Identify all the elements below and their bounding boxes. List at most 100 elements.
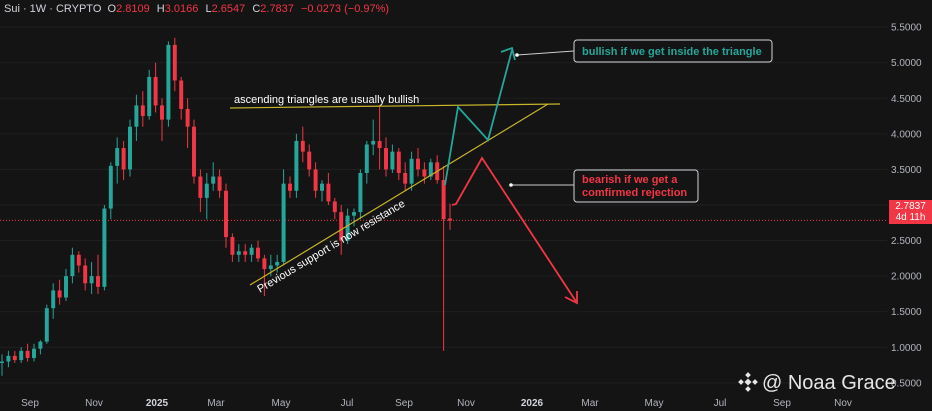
x-tick-label: Mar [207, 398, 225, 409]
bearish-arrowhead [564, 291, 578, 305]
open-value: 2.8109 [116, 3, 150, 15]
candle [396, 148, 401, 181]
diamond-logo-icon [738, 372, 758, 392]
candle [38, 340, 43, 355]
open-label: O [107, 3, 117, 15]
candle [153, 62, 158, 113]
candle [256, 240, 260, 262]
x-tick-label: May [645, 398, 664, 409]
candle [204, 172, 209, 220]
candle [262, 254, 267, 297]
support-trendline [249, 103, 549, 286]
candle [358, 169, 363, 220]
candle [76, 251, 81, 273]
low-label: L [205, 3, 212, 15]
current-price-text: 2.7837 [895, 201, 926, 212]
candle-body [134, 105, 139, 127]
bull-connector-dot [515, 53, 519, 57]
x-tick-label: Sep [395, 398, 413, 409]
bear-label-line1: bearish if we get a [582, 174, 678, 186]
candle-body [44, 308, 49, 342]
candle [198, 169, 203, 213]
candle-body [262, 258, 267, 270]
candle [364, 140, 369, 184]
candle [64, 269, 68, 302]
candle [288, 176, 292, 198]
candle [217, 169, 222, 198]
y-tick-label: 5.0000 [891, 58, 922, 69]
candle [275, 254, 280, 273]
candle-body [19, 350, 24, 361]
candle [57, 279, 62, 305]
bull-connector [516, 50, 575, 56]
bear-label-line2: comfirmed rejection [582, 187, 687, 199]
candle [416, 148, 420, 177]
bullish-arrowhead [500, 46, 516, 61]
candle-body [339, 212, 344, 241]
x-tick-label: Mar [581, 398, 599, 409]
candle-body [76, 254, 81, 266]
candle [44, 304, 49, 344]
x-tick-label: 2025 [146, 398, 169, 409]
candle [115, 137, 120, 184]
x-tick-label: 2026 [521, 398, 544, 409]
candle-body [172, 44, 177, 81]
candle-body [275, 261, 280, 266]
candle [441, 165, 446, 351]
candle-body [192, 126, 196, 177]
candle [384, 137, 388, 177]
x-tick-label: May [272, 398, 291, 409]
candle [428, 158, 433, 181]
candle-body [236, 251, 241, 255]
candle-body [198, 176, 203, 198]
candle [211, 162, 216, 191]
candle [160, 98, 164, 141]
y-tick-label: 2.0000 [891, 272, 922, 283]
candle [83, 258, 88, 291]
candle-body [38, 341, 43, 349]
candle-body [441, 180, 446, 220]
candle [6, 350, 11, 368]
candle-body [352, 212, 356, 216]
y-tick-label: 2.5000 [891, 236, 922, 247]
candle-body [345, 215, 350, 241]
candle-body [326, 183, 331, 202]
candle [320, 180, 324, 202]
candle [300, 126, 305, 163]
candle [70, 247, 75, 284]
x-tick-label: Sep [21, 398, 39, 409]
candle-body [140, 105, 145, 117]
candle-body [115, 148, 120, 166]
candle-body [25, 350, 30, 358]
candle-body [256, 247, 260, 259]
low-value: 2.6547 [211, 3, 246, 15]
candle [172, 37, 177, 92]
candle [249, 244, 254, 262]
countdown-text: 4d 11h [895, 212, 926, 223]
bear-connector-dot [509, 183, 513, 187]
candle-body [64, 276, 68, 298]
x-tick-label: Nov [85, 398, 103, 409]
close-label: C [252, 3, 261, 15]
candle-body [153, 76, 158, 106]
candle-body [70, 254, 75, 277]
top-annotation: ascending triangles are usually bullish [234, 94, 419, 106]
candle [192, 119, 196, 184]
candle-body [12, 355, 17, 361]
candle-body [96, 276, 100, 287]
annotations: ascending triangles are usually bullish … [229, 39, 773, 305]
candle-body [396, 151, 401, 173]
y-tick-label: 3.5000 [891, 165, 922, 176]
candle-body [51, 290, 56, 309]
candle [102, 205, 107, 291]
candle-body [217, 176, 222, 191]
candle-body [332, 201, 337, 213]
candle-body [403, 172, 408, 184]
bull-label: bullish if we get inside the triangle [582, 46, 762, 58]
candle-body [243, 251, 248, 255]
candle-body [422, 169, 427, 177]
candle-body [185, 108, 190, 127]
current-price-badge: 2.7837 4d 11h [889, 200, 932, 224]
candle [390, 144, 395, 173]
